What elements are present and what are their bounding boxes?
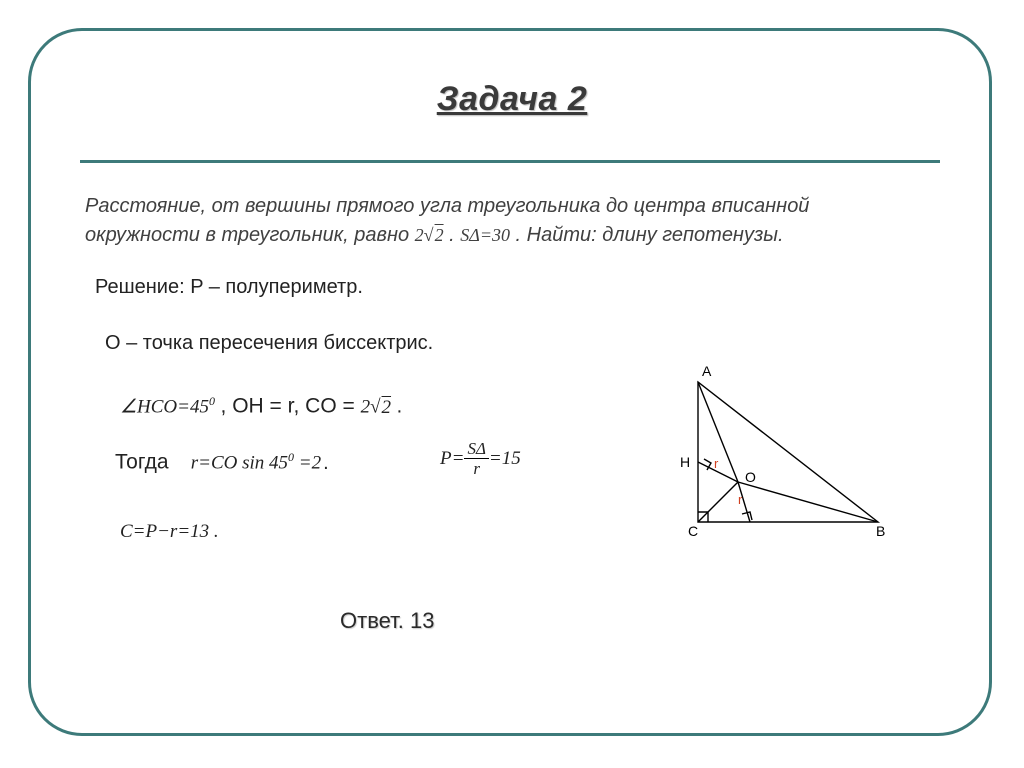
sep2: . <box>516 224 527 246</box>
solution-o-def: О – точка пересечения биссектрис. <box>105 332 433 355</box>
label-h: H <box>680 454 690 470</box>
c-expr: C=P−r=13 . <box>120 521 219 542</box>
co-value: 2√2 <box>415 225 444 245</box>
label-o: O <box>745 469 756 485</box>
r-expr: r=CO sin 45 <box>191 453 288 474</box>
p-frac: SΔr <box>464 440 488 477</box>
co-tail: . <box>397 396 403 418</box>
r-period: . <box>321 452 329 474</box>
label-b: B <box>876 523 885 539</box>
r-tail: =2 <box>294 453 321 474</box>
slide-title: Задача 2 <box>0 80 1024 119</box>
answer: Ответ. 13 <box>340 608 434 634</box>
problem-line2a: окружности в треугольник, равно <box>85 224 415 246</box>
angle-expr: ∠HCO=45 <box>120 397 209 418</box>
oh-co-text: , OH = r, CO = <box>221 395 361 418</box>
p-eq-tail: =15 <box>489 448 521 469</box>
bisector-bo <box>738 482 878 522</box>
co-val: 2√2 <box>361 397 391 418</box>
then-label: Тогда <box>115 451 169 474</box>
label-r1: r <box>714 456 719 471</box>
sep1: . <box>449 224 460 246</box>
label-c: C <box>688 523 698 539</box>
p-eq-pre: P= <box>440 448 464 469</box>
problem-line1: Расстояние, от вершины прямого угла треу… <box>85 195 809 217</box>
problem-line2b: Найти: длину гепотенузы. <box>527 224 784 246</box>
label-a: A <box>702 363 712 379</box>
triangle-outline <box>698 382 878 522</box>
solution-angle-line: ∠HCO=450 , OH = r, CO = 2√2 . <box>120 394 402 419</box>
solution-p-def: Решение: P – полупериметр. <box>95 276 363 299</box>
title-underline-rule <box>80 160 940 163</box>
angle-deg: 0 <box>209 394 215 408</box>
triangle-diagram: A B C H O r r <box>658 362 888 552</box>
solution-then-line: Тогда r=CO sin 450 =2. <box>115 450 329 475</box>
segment-co <box>698 482 738 522</box>
label-r2: r <box>738 492 743 507</box>
solution-c-eq: C=P−r=13 . <box>120 520 219 543</box>
right-angle-foot <box>742 512 752 520</box>
solution-p-eq: P=SΔr=15 <box>440 440 521 477</box>
area-expr: SΔ=30 <box>460 225 510 245</box>
problem-statement: Расстояние, от вершины прямого угла треу… <box>85 192 925 250</box>
